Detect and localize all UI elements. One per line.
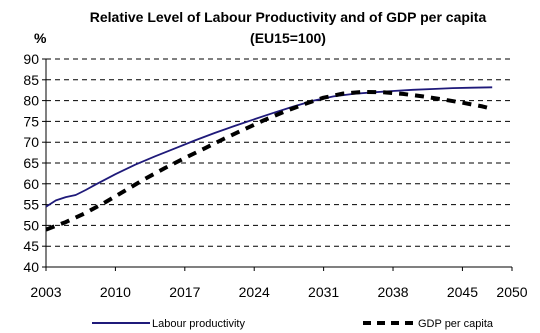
x-tick-labels: 2003 2010 2017 2024 2031 2038 2045 2050	[30, 284, 527, 300]
x-tick-label-2050: 2050	[496, 284, 527, 300]
y-axis-unit-label: %	[34, 30, 47, 46]
x-tick-label-2003: 2003	[30, 284, 61, 300]
series-line-gdp-per-capita	[45, 89, 493, 232]
y-tick-labels: 40 45 50 55 60 65 70 75 80 85 90	[23, 51, 39, 275]
y-tick-label-60: 60	[23, 176, 39, 192]
y-tick-label-80: 80	[23, 93, 39, 109]
y-tick-label-50: 50	[23, 217, 39, 233]
axes	[45, 59, 513, 271]
x-tick-label-2038: 2038	[377, 284, 408, 300]
x-tick-label-2024: 2024	[239, 284, 270, 300]
series-lines	[45, 86, 493, 232]
y-tick-label-65: 65	[23, 155, 39, 171]
gridlines	[42, 58, 512, 268]
x-tick-label-2045: 2045	[447, 284, 478, 300]
legend-label-gdp-per-capita: GDP per capita	[418, 318, 494, 330]
y-tick-label-45: 45	[23, 238, 39, 254]
legend-label-labour-productivity: Labour productivity	[152, 318, 245, 330]
y-tick-label-85: 85	[23, 72, 39, 88]
series-line-labour-productivity	[45, 86, 493, 208]
x-tick-label-2017: 2017	[169, 284, 200, 300]
y-tick-label-55: 55	[23, 197, 39, 213]
y-tick-label-90: 90	[23, 51, 39, 67]
x-tick-label-2010: 2010	[100, 284, 131, 300]
y-tick-label-40: 40	[23, 259, 39, 275]
y-tick-label-70: 70	[23, 134, 39, 150]
chart-title-line2: (EU15=100)	[250, 30, 326, 46]
y-tick-label-75: 75	[23, 113, 39, 129]
chart-title-line1: Relative Level of Labour Productivity an…	[90, 9, 487, 25]
x-tick-label-2031: 2031	[308, 284, 339, 300]
legend: Labour productivity GDP per capita	[92, 318, 494, 330]
